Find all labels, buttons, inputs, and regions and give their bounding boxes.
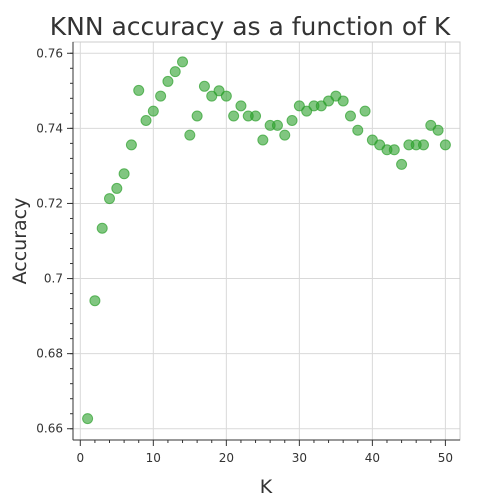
- data-point: [191, 110, 203, 122]
- data-point: [162, 75, 174, 87]
- x-tick-label: 20: [219, 451, 234, 465]
- data-point: [206, 90, 218, 102]
- data-point: [279, 129, 291, 141]
- data-point: [82, 413, 94, 425]
- data-point: [220, 90, 232, 102]
- data-point: [169, 66, 181, 78]
- x-axis-label: K: [260, 476, 273, 498]
- data-point: [344, 110, 356, 122]
- data-point: [104, 193, 116, 205]
- data-point: [417, 139, 429, 151]
- y-tick-label: 0.74: [36, 121, 63, 135]
- data-point: [96, 222, 108, 234]
- x-tick-label: 0: [76, 451, 84, 465]
- data-point: [271, 119, 283, 131]
- y-tick-label: 0.72: [36, 196, 63, 210]
- data-point: [396, 158, 408, 170]
- x-tick-label: 50: [438, 451, 453, 465]
- data-point: [359, 105, 371, 117]
- y-axis-label: Accuracy: [9, 198, 31, 285]
- plot-frame: [72, 41, 461, 441]
- data-point: [118, 168, 130, 180]
- y-tick-label: 0.68: [36, 347, 63, 361]
- data-point: [301, 105, 313, 117]
- data-point: [286, 114, 298, 126]
- y-tick-label: 0.66: [36, 422, 63, 436]
- data-point: [140, 114, 152, 126]
- data-point: [432, 124, 444, 136]
- data-point: [133, 84, 145, 96]
- data-point: [293, 100, 305, 112]
- data-point: [257, 134, 269, 146]
- x-tick-label: 40: [365, 451, 380, 465]
- data-point: [352, 124, 364, 136]
- data-point: [184, 129, 196, 141]
- data-point: [250, 110, 262, 122]
- chart-title: KNN accuracy as a function of K: [50, 12, 451, 41]
- x-tick-label: 10: [146, 451, 161, 465]
- data-point: [111, 182, 123, 194]
- data-point: [147, 105, 159, 117]
- data-point: [235, 100, 247, 112]
- data-point: [388, 144, 400, 156]
- data-point: [125, 139, 137, 151]
- data-point: [198, 80, 210, 92]
- y-tick-label: 0.76: [36, 46, 63, 60]
- data-point: [177, 56, 189, 68]
- data-points: [82, 56, 451, 425]
- y-tick-label: 0.7: [44, 272, 63, 286]
- data-point: [89, 295, 101, 307]
- data-point: [228, 110, 240, 122]
- data-point: [155, 90, 167, 102]
- x-tick-label: 30: [292, 451, 307, 465]
- axis-ticks: 0 10 20 30 40 50 0.66 0.68 0.7 0.72 0.74 0.76: [36, 46, 453, 465]
- data-point: [213, 85, 225, 97]
- grid: [73, 42, 460, 440]
- data-point: [337, 95, 349, 107]
- data-point: [439, 139, 451, 151]
